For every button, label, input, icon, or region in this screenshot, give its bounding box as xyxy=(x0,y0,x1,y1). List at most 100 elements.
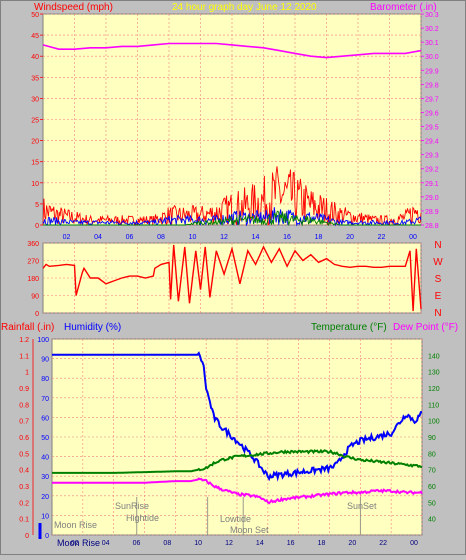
wind-barometer-axes: 0 5 10 15 20 25 30 35 40 45 50 28.8 28.9 29.0 29.1 29.2… xyxy=(31,12,439,230)
windspeed-tick-label: 40 xyxy=(31,54,39,61)
temperature-tick-label: 120 xyxy=(428,386,440,393)
temperature-tick-label: 60 xyxy=(428,484,436,491)
hour-label: 20 xyxy=(348,540,356,547)
compass-letter-s: S xyxy=(435,274,442,285)
hour-label: 02 xyxy=(71,540,79,547)
windspeed-tick-label: 0 xyxy=(35,223,39,230)
barometer-tick-label: 29.1 xyxy=(425,181,439,188)
rainfall-axis-title: Rainfall (.in) xyxy=(1,322,54,333)
hour-label: 12 xyxy=(220,234,228,241)
barometer-tick-label: 28.9 xyxy=(425,209,439,216)
barometer-tick-label: 30.3 xyxy=(425,12,439,19)
windspeed-axis-title: Windspeed (mph) xyxy=(34,2,113,13)
rainfall-tick-label: 0 xyxy=(25,533,29,540)
humidity-tick-label: 40 xyxy=(41,455,49,462)
rainfall-tick-label: 1 xyxy=(25,370,29,377)
rainfall-tick-label: 0.3 xyxy=(19,484,29,491)
humidity-tick-label: 100 xyxy=(37,337,49,344)
humidity-temperature-grid xyxy=(52,338,423,536)
hour-label: 00 xyxy=(409,234,417,241)
graph-title: 24 hour graph day June 12 2020 xyxy=(172,2,317,13)
barometer-tick-label: 29.9 xyxy=(425,68,439,75)
direction-tick-label: 0 xyxy=(35,311,39,318)
compass-letter-n: N xyxy=(434,240,441,251)
lowtide-label: Lowtide xyxy=(220,514,251,524)
rainfall-tick-label: 0.9 xyxy=(19,386,29,393)
hour-label: 00 xyxy=(410,540,418,547)
windspeed-tick-label: 50 xyxy=(31,12,39,19)
hour-label: 22 xyxy=(379,540,387,547)
barometer-tick-label: 28.8 xyxy=(425,223,439,230)
temperature-tick-label: 50 xyxy=(428,500,436,507)
compass-letter-w: W xyxy=(433,257,443,268)
humidity-tick-label: 10 xyxy=(41,513,49,520)
wind-series-3 xyxy=(43,210,421,227)
hour-label: 20 xyxy=(346,234,354,241)
hour-label: 16 xyxy=(283,234,291,241)
direction-tick-label: 270 xyxy=(27,259,39,266)
rainfall-tick-label: 0.6 xyxy=(19,435,29,442)
windspeed-tick-label: 5 xyxy=(35,202,39,209)
hour-label: 02 xyxy=(63,234,71,241)
climate-series-2 xyxy=(52,477,423,505)
rainfall-tick-label: 0.4 xyxy=(19,468,29,475)
direction-tick-label: 360 xyxy=(27,241,39,248)
hour-label: 14 xyxy=(256,540,264,547)
hour-label: 10 xyxy=(194,540,202,547)
humidity-tick-label: 30 xyxy=(41,474,49,481)
event-markers xyxy=(136,497,361,535)
barometer-tick-label: 29.8 xyxy=(425,82,439,89)
temperature-tick-label: 130 xyxy=(428,370,440,377)
barometer-tick-label: 30.0 xyxy=(425,54,439,61)
rainfall-tick-label: 0.8 xyxy=(19,402,29,409)
temperature-tick-label: 100 xyxy=(428,419,440,426)
direction-tick-label: 90 xyxy=(31,294,39,301)
wind-direction-line xyxy=(42,244,422,312)
hour-label: 06 xyxy=(133,540,141,547)
barometer-tick-label: 29.2 xyxy=(425,167,439,174)
humidity-tick-label: 20 xyxy=(41,494,49,501)
compass-letter-n: N xyxy=(434,308,441,319)
wind-direction-series xyxy=(42,244,422,312)
rainfall-tick-label: 1.1 xyxy=(19,353,29,360)
barometer-tick-label: 29.6 xyxy=(425,110,439,117)
humidity-axis-title: Humidity (%) xyxy=(64,322,121,333)
humidity-temperature-axes: 0 0.1 0.2 0.3 0.4 0.5 0.6 0.7 0.8 0.9 1 1.1 1.2 0 10 20… xyxy=(19,337,440,540)
temperature-tick-label: 90 xyxy=(428,435,436,442)
hour-label: 04 xyxy=(94,234,102,241)
hour-label: 16 xyxy=(287,540,295,547)
hour-label: 08 xyxy=(157,234,165,241)
windspeed-tick-label: 35 xyxy=(31,75,39,82)
moonset-label: Moon Set xyxy=(230,525,269,535)
barometer-tick-label: 29.4 xyxy=(425,139,439,146)
humidity-tick-label: 80 xyxy=(41,376,49,383)
wind-series-0 xyxy=(42,42,422,59)
hour-label: 04 xyxy=(102,540,110,547)
temperature-axis-title: Temperature (°F) xyxy=(311,322,387,333)
barometer-tick-label: 29.0 xyxy=(425,195,439,202)
hightide-label: Hightide xyxy=(126,513,159,523)
barometer-axis-title: Barometer (.in) xyxy=(370,2,437,13)
sunset-label: SunSet xyxy=(347,501,377,511)
humidity-temperature-hour-labels: 02 04 06 08 10 12 14 16 18 20 22 00 xyxy=(71,540,418,547)
windspeed-tick-label: 25 xyxy=(31,118,39,125)
barometer-tick-label: 30.1 xyxy=(425,40,439,47)
hour-label: 12 xyxy=(225,540,233,547)
humidity-temperature-series xyxy=(52,351,423,505)
hour-label: 06 xyxy=(126,234,134,241)
rainfall-tick-label: 0.1 xyxy=(19,517,29,524)
rainfall-tick-label: 0.5 xyxy=(19,451,29,458)
temperature-tick-label: 70 xyxy=(428,468,436,475)
humidity-tick-label: 60 xyxy=(41,415,49,422)
hour-label: 14 xyxy=(252,234,260,241)
moonrise-label: Moon Rise xyxy=(54,520,97,530)
barometer-tick-label: 29.3 xyxy=(425,153,439,160)
temperature-tick-label: 110 xyxy=(428,402,439,409)
compass-letter-e: E xyxy=(435,291,442,302)
barometer-tick-label: 29.7 xyxy=(425,96,439,103)
windspeed-tick-label: 30 xyxy=(31,96,39,103)
temperature-tick-label: 140 xyxy=(428,353,440,360)
rainfall-tick-label: 0.7 xyxy=(19,419,29,426)
rainfall-tick-label: 0.2 xyxy=(19,500,29,507)
